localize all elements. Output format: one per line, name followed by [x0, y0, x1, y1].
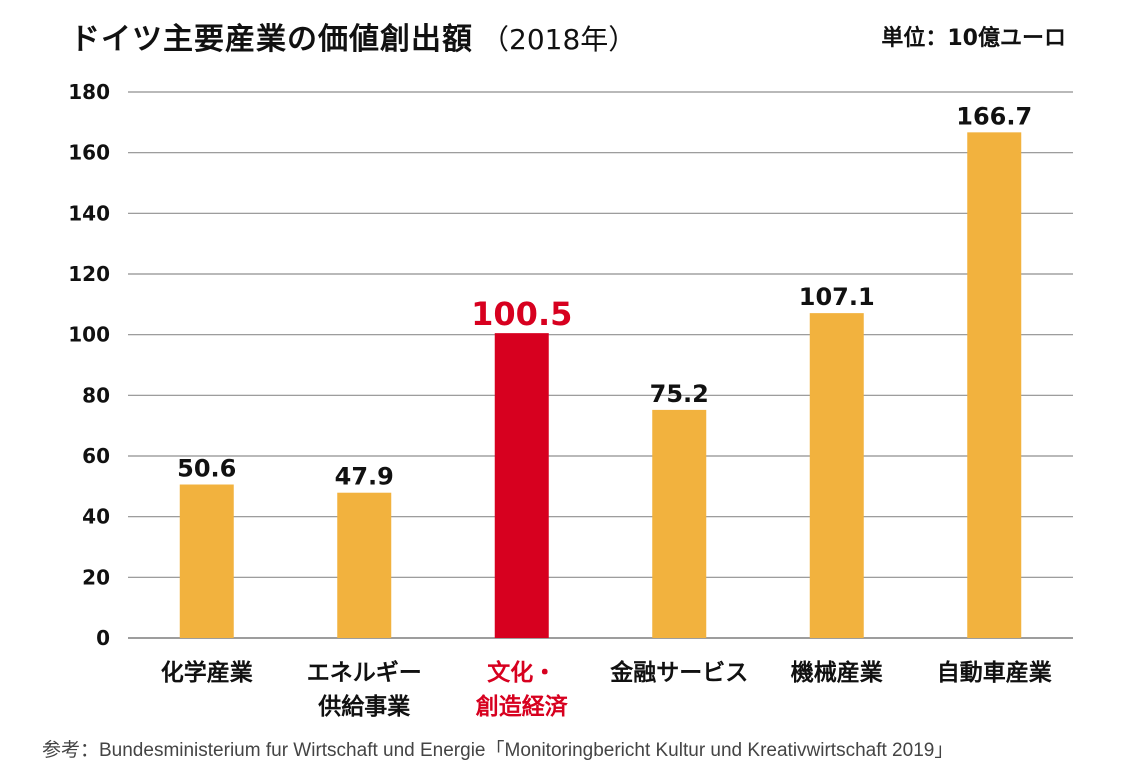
- bar: [179, 484, 234, 638]
- x-category-label: 自動車産業: [937, 659, 1053, 686]
- bar: [652, 409, 707, 638]
- x-category-label: 創造経済: [476, 693, 569, 720]
- chart-subtitle: （2018年）: [481, 23, 637, 56]
- data-label: 50.6: [177, 455, 236, 483]
- y-tick-label: 40: [82, 505, 110, 529]
- y-tick-label: 80: [82, 383, 110, 407]
- chart-title: ドイツ主要産業の価値創出額: [70, 22, 473, 57]
- x-category-label: 機械産業: [791, 659, 884, 686]
- y-tick-label: 160: [68, 141, 110, 165]
- y-tick-label: 20: [82, 565, 110, 589]
- y-tick-label: 0: [96, 626, 110, 650]
- y-tick-label: 140: [68, 201, 110, 225]
- y-tick-label: 100: [68, 323, 110, 347]
- data-label: 100.5: [471, 295, 572, 333]
- x-category-label: 供給事業: [317, 693, 411, 720]
- unit-label: 単位：10億ユーロ: [881, 26, 1066, 51]
- source-note: 参考：Bundesministerium fur Wirtschaft und …: [42, 740, 954, 761]
- y-tick-label: 60: [82, 444, 110, 468]
- x-category-label: 文化・: [487, 659, 556, 686]
- chart-title-group: ドイツ主要産業の価値創出額 （2018年）: [70, 14, 636, 57]
- data-label: 107.1: [799, 283, 875, 311]
- bar: [809, 313, 864, 638]
- bar: [337, 492, 392, 638]
- bar: [494, 333, 549, 638]
- y-tick-label: 180: [68, 80, 110, 104]
- data-label: 166.7: [956, 102, 1032, 130]
- data-label: 47.9: [335, 463, 394, 491]
- y-tick-label: 120: [68, 262, 110, 286]
- x-category-label: 金融サービス: [609, 659, 748, 686]
- x-category-label: 化学産業: [161, 659, 254, 686]
- x-category-label: エネルギー: [307, 660, 422, 686]
- bar: [967, 132, 1022, 639]
- data-label: 75.2: [650, 380, 709, 408]
